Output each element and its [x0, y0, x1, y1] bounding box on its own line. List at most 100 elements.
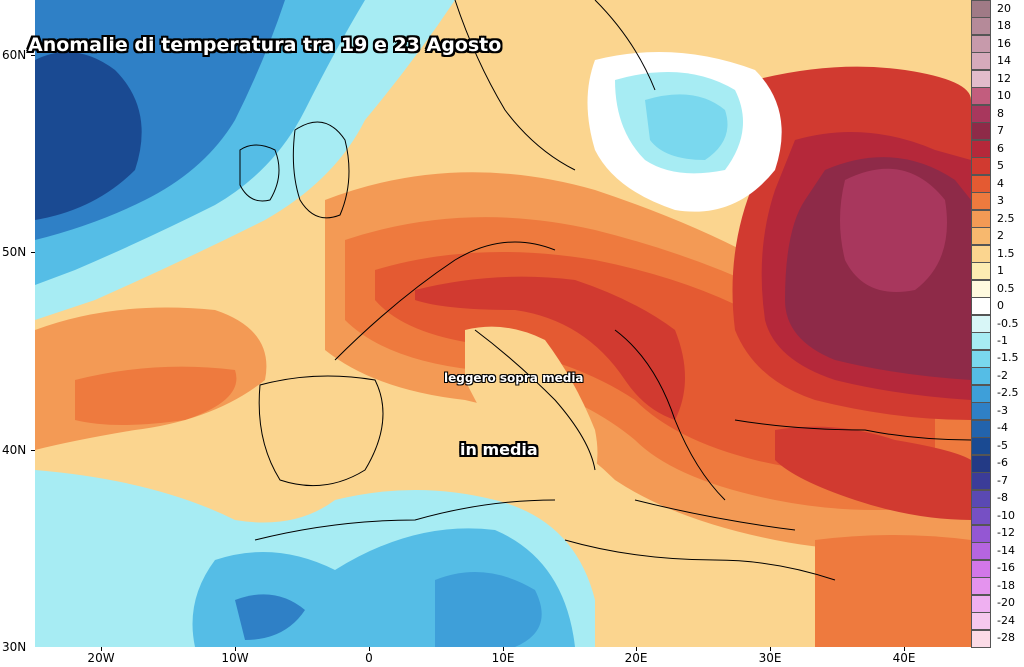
legend-swatch	[971, 227, 991, 246]
legend-swatch	[971, 419, 991, 438]
legend-label: 16	[997, 36, 1011, 50]
map-panel	[35, 0, 972, 647]
middle-east-warm	[815, 535, 971, 647]
legend-label: -4	[997, 421, 1008, 435]
legend-label: -16	[997, 561, 1015, 575]
turkey-hot	[775, 426, 971, 520]
legend-label: -0.5	[997, 316, 1019, 330]
temperature-anomaly-map	[35, 0, 971, 647]
italy-mild	[465, 326, 598, 500]
legend-swatch	[971, 559, 991, 578]
legend-label: 6	[997, 141, 1004, 155]
lon-tick-label: 40E	[892, 651, 916, 665]
baltic-cold-inner	[645, 94, 728, 160]
legend-swatch	[971, 52, 991, 71]
legend-swatch	[971, 34, 991, 53]
legend-swatch	[971, 244, 991, 263]
lat-tick-mark	[31, 55, 35, 56]
lon-tick-label: 10E	[491, 651, 515, 665]
lon-tick-mark	[770, 647, 771, 651]
alps-hot-band	[415, 276, 685, 420]
legend-label: -3	[997, 403, 1008, 417]
legend-label: 20	[997, 1, 1011, 15]
coastlines	[239, 0, 971, 581]
lat-tick-label: 40N	[2, 443, 27, 457]
lon-tick-label: 10W	[221, 651, 249, 665]
lon-tick-label: 20E	[624, 651, 648, 665]
atlantic-cold-core	[35, 52, 142, 220]
legend-label: -1	[997, 333, 1008, 347]
legend-label: 2.5	[997, 211, 1015, 225]
lon-tick-label: 0	[365, 651, 373, 665]
legend-swatch	[971, 524, 991, 543]
legend-swatch	[971, 384, 991, 403]
legend-swatch	[971, 507, 991, 526]
legend-swatch	[971, 472, 991, 491]
legend-label: -8	[997, 491, 1008, 505]
lon-tick-mark	[636, 647, 637, 651]
legend-swatch	[971, 437, 991, 456]
annotation-average: in media	[460, 440, 538, 459]
legend-label: 5	[997, 159, 1004, 173]
legend-swatch	[971, 314, 991, 333]
west-iberia-warm-inner	[75, 366, 237, 425]
legend-swatch	[971, 577, 991, 596]
legend-swatch	[971, 104, 991, 123]
legend-label: -12	[997, 526, 1015, 540]
legend-label: -24	[997, 613, 1015, 627]
legend-label: 1	[997, 264, 1004, 278]
legend-label: 18	[997, 19, 1011, 33]
lat-tick-mark	[31, 450, 35, 451]
legend-label: 2	[997, 229, 1004, 243]
legend-label: 8	[997, 106, 1004, 120]
legend-swatch	[971, 262, 991, 281]
legend-swatch	[971, 542, 991, 561]
legend-swatch	[971, 139, 991, 158]
legend-swatch	[971, 122, 991, 141]
lon-tick-mark	[503, 647, 504, 651]
lon-tick-label: 20W	[87, 651, 115, 665]
legend-label: -14	[997, 543, 1015, 557]
lat-tick-mark	[31, 252, 35, 253]
legend-swatch	[971, 17, 991, 36]
lon-tick-label: 30E	[758, 651, 782, 665]
legend-label: -5	[997, 438, 1008, 452]
legend-swatch	[971, 174, 991, 193]
legend-swatch	[971, 594, 991, 613]
legend-label: 0	[997, 299, 1004, 312]
legend-label: 3	[997, 194, 1004, 208]
lat-tick-label: 50N	[2, 245, 27, 259]
color-legend: 20 18 16 14 12 10 8 7 6 5 4 3 2.5 2 1.5 1 0.5 0 -0.5 -1 -1.5…	[971, 0, 1024, 648]
legend-swatch	[971, 332, 991, 351]
legend-label: 10	[997, 89, 1011, 103]
legend-label: -6	[997, 456, 1008, 470]
legend-label: 1.5	[997, 246, 1015, 260]
legend-swatch	[971, 349, 991, 368]
legend-swatch	[971, 69, 991, 88]
legend-swatch	[971, 87, 991, 106]
russia-warm-core	[840, 168, 947, 292]
legend-label: -18	[997, 578, 1015, 592]
legend-label: -28	[997, 631, 1015, 645]
legend-swatch	[971, 297, 991, 316]
legend-swatch	[971, 402, 991, 421]
legend-label: 14	[997, 54, 1011, 68]
legend-swatch	[971, 454, 991, 473]
legend-label: 7	[997, 124, 1004, 138]
legend-label: 0.5	[997, 281, 1015, 295]
legend-label: 12	[997, 71, 1011, 85]
legend-label: -10	[997, 508, 1015, 522]
legend-label: -2	[997, 368, 1008, 382]
legend-swatch	[971, 209, 991, 228]
lon-tick-mark	[235, 647, 236, 651]
legend-label: -7	[997, 473, 1008, 487]
legend-swatch	[971, 612, 991, 631]
legend-swatch	[971, 489, 991, 508]
legend-swatch	[971, 192, 991, 211]
map-title: Anomalie di temperatura tra 19 e 23 Agos…	[28, 34, 502, 56]
annotation-above-average: leggero sopra media	[444, 371, 584, 385]
libya-cold-inner	[435, 572, 542, 647]
legend-label: -20	[997, 596, 1015, 610]
lat-tick-label: 30N	[2, 640, 27, 654]
legend-swatch	[971, 367, 991, 386]
